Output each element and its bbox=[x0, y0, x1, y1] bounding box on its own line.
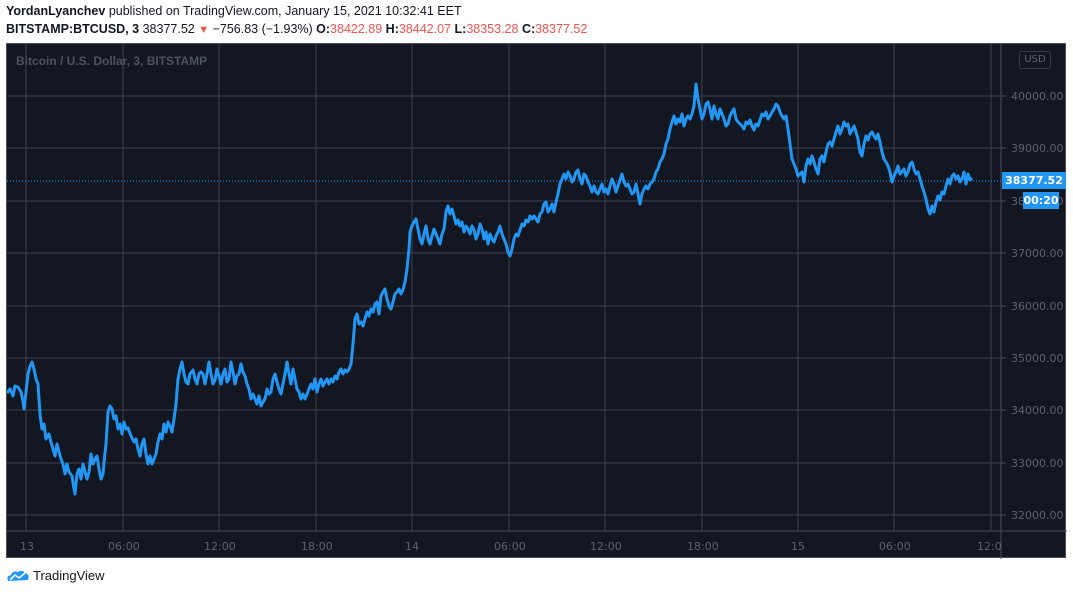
y-tick: 34000.00 bbox=[1011, 404, 1064, 417]
x-tick: 13 bbox=[20, 540, 34, 553]
x-tick: 12:00 bbox=[204, 540, 236, 553]
open-label: O: bbox=[316, 22, 331, 36]
price-plot[interactable] bbox=[7, 44, 1067, 559]
symbol-label: BITSTAMP:BTCUSD, 3 bbox=[6, 22, 140, 36]
horizontal-gridlines bbox=[7, 95, 1001, 516]
chart-legend: Bitcoin / U.S. Dollar, 3, BITSTAMP bbox=[16, 54, 208, 68]
last-price-tag: 38377.52 bbox=[1002, 172, 1066, 189]
y-tick: 37000.00 bbox=[1011, 247, 1064, 260]
x-tick: 14 bbox=[405, 540, 419, 553]
y-tick: 36000.00 bbox=[1011, 300, 1064, 313]
publication-info: YordanLyanchev published on TradingView.… bbox=[6, 4, 462, 18]
close-label: C: bbox=[521, 22, 536, 36]
y-tick: 33000.00 bbox=[1011, 457, 1064, 470]
low-value: 38353.28 bbox=[466, 22, 519, 36]
y-tick: 32000.00 bbox=[1011, 509, 1064, 522]
tradingview-brand[interactable]: TradingView bbox=[6, 568, 105, 583]
open-value: 38422.89 bbox=[330, 22, 383, 36]
x-tick: 15 bbox=[791, 540, 805, 553]
published-text: published on TradingView.com, January 15… bbox=[108, 4, 462, 18]
close-value: 38377.52 bbox=[535, 22, 588, 36]
y-tick: 40000.00 bbox=[1011, 90, 1064, 103]
x-tick: 06:00 bbox=[494, 540, 526, 553]
x-tick: 18:00 bbox=[301, 540, 333, 553]
x-tick: 06:00 bbox=[108, 540, 140, 553]
last-price: 38377.52 bbox=[142, 22, 195, 36]
tradingview-logo-icon bbox=[7, 570, 29, 581]
price-change: −756.83 (−1.93%) bbox=[212, 22, 313, 36]
x-tick: 06:00 bbox=[879, 540, 911, 553]
author-name[interactable]: YordanLyanchev bbox=[6, 4, 106, 18]
high-value: 38442.07 bbox=[398, 22, 452, 36]
down-arrow-icon: ▼ bbox=[198, 24, 210, 36]
price-line bbox=[7, 82, 974, 496]
brand-name: TradingView bbox=[33, 568, 105, 583]
y-tick: 39000.00 bbox=[1011, 142, 1064, 155]
x-tick: 18:00 bbox=[687, 540, 719, 553]
currency-button[interactable]: USD bbox=[1019, 51, 1051, 69]
x-tick: 12:0 bbox=[977, 540, 1002, 553]
x-tick: 12:00 bbox=[590, 540, 622, 553]
bar-countdown: 00:20 bbox=[1023, 192, 1059, 209]
vertical-gridlines bbox=[25, 44, 992, 531]
high-label: H: bbox=[385, 22, 399, 36]
low-label: L: bbox=[454, 22, 467, 36]
symbol-info: BITSTAMP:BTCUSD, 3 38377.52 ▼ −756.83 (−… bbox=[6, 22, 587, 36]
chart-panel[interactable]: Bitcoin / U.S. Dollar, 3, BITSTAMP USD 4… bbox=[6, 43, 1067, 559]
y-tick: 35000.00 bbox=[1011, 352, 1064, 365]
